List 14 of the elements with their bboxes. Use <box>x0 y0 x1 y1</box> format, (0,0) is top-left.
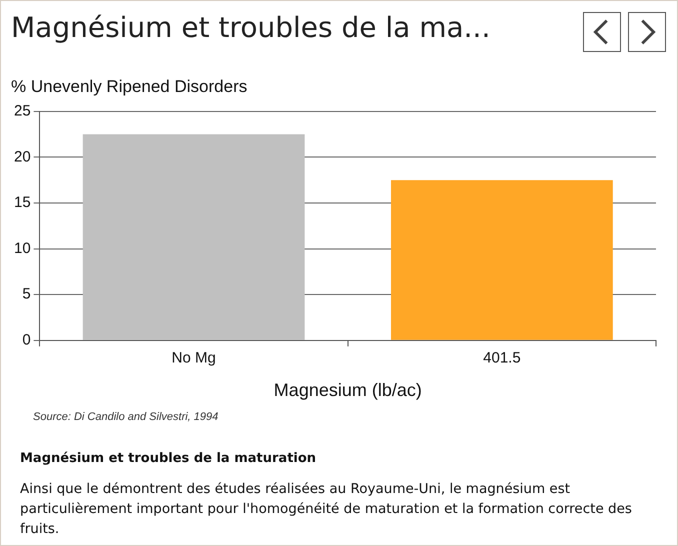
source-note: Source: Di Candilo and Silvestri, 1994 <box>33 411 218 423</box>
y-tick-label: 5 <box>22 286 31 303</box>
chart-title: Magnésium et troubles de la ma... <box>11 11 490 44</box>
x-axis-title: Magnesium (lb/ac) <box>274 380 422 400</box>
x-tick-label: 401.5 <box>483 350 521 367</box>
y-tick-label: 0 <box>22 332 31 349</box>
y-axis-title: % Unevenly Ripened Disorders <box>11 76 248 96</box>
text: Ainsi que le démontrent des études réalisées au Royaume-Uni, le magnésium est particulièrement important pour l'homogénéité de maturation et la formation correcte des fruits. <box>20 480 633 539</box>
y-tick-label: 25 <box>14 102 31 120</box>
y-tick-label: 20 <box>14 148 31 166</box>
y-tick-label: 15 <box>14 194 31 212</box>
x-tick-label: No Mg <box>172 350 216 367</box>
text: Magnésium et troubles de la maturation <box>20 451 316 466</box>
y-tick-label: 10 <box>14 240 31 257</box>
